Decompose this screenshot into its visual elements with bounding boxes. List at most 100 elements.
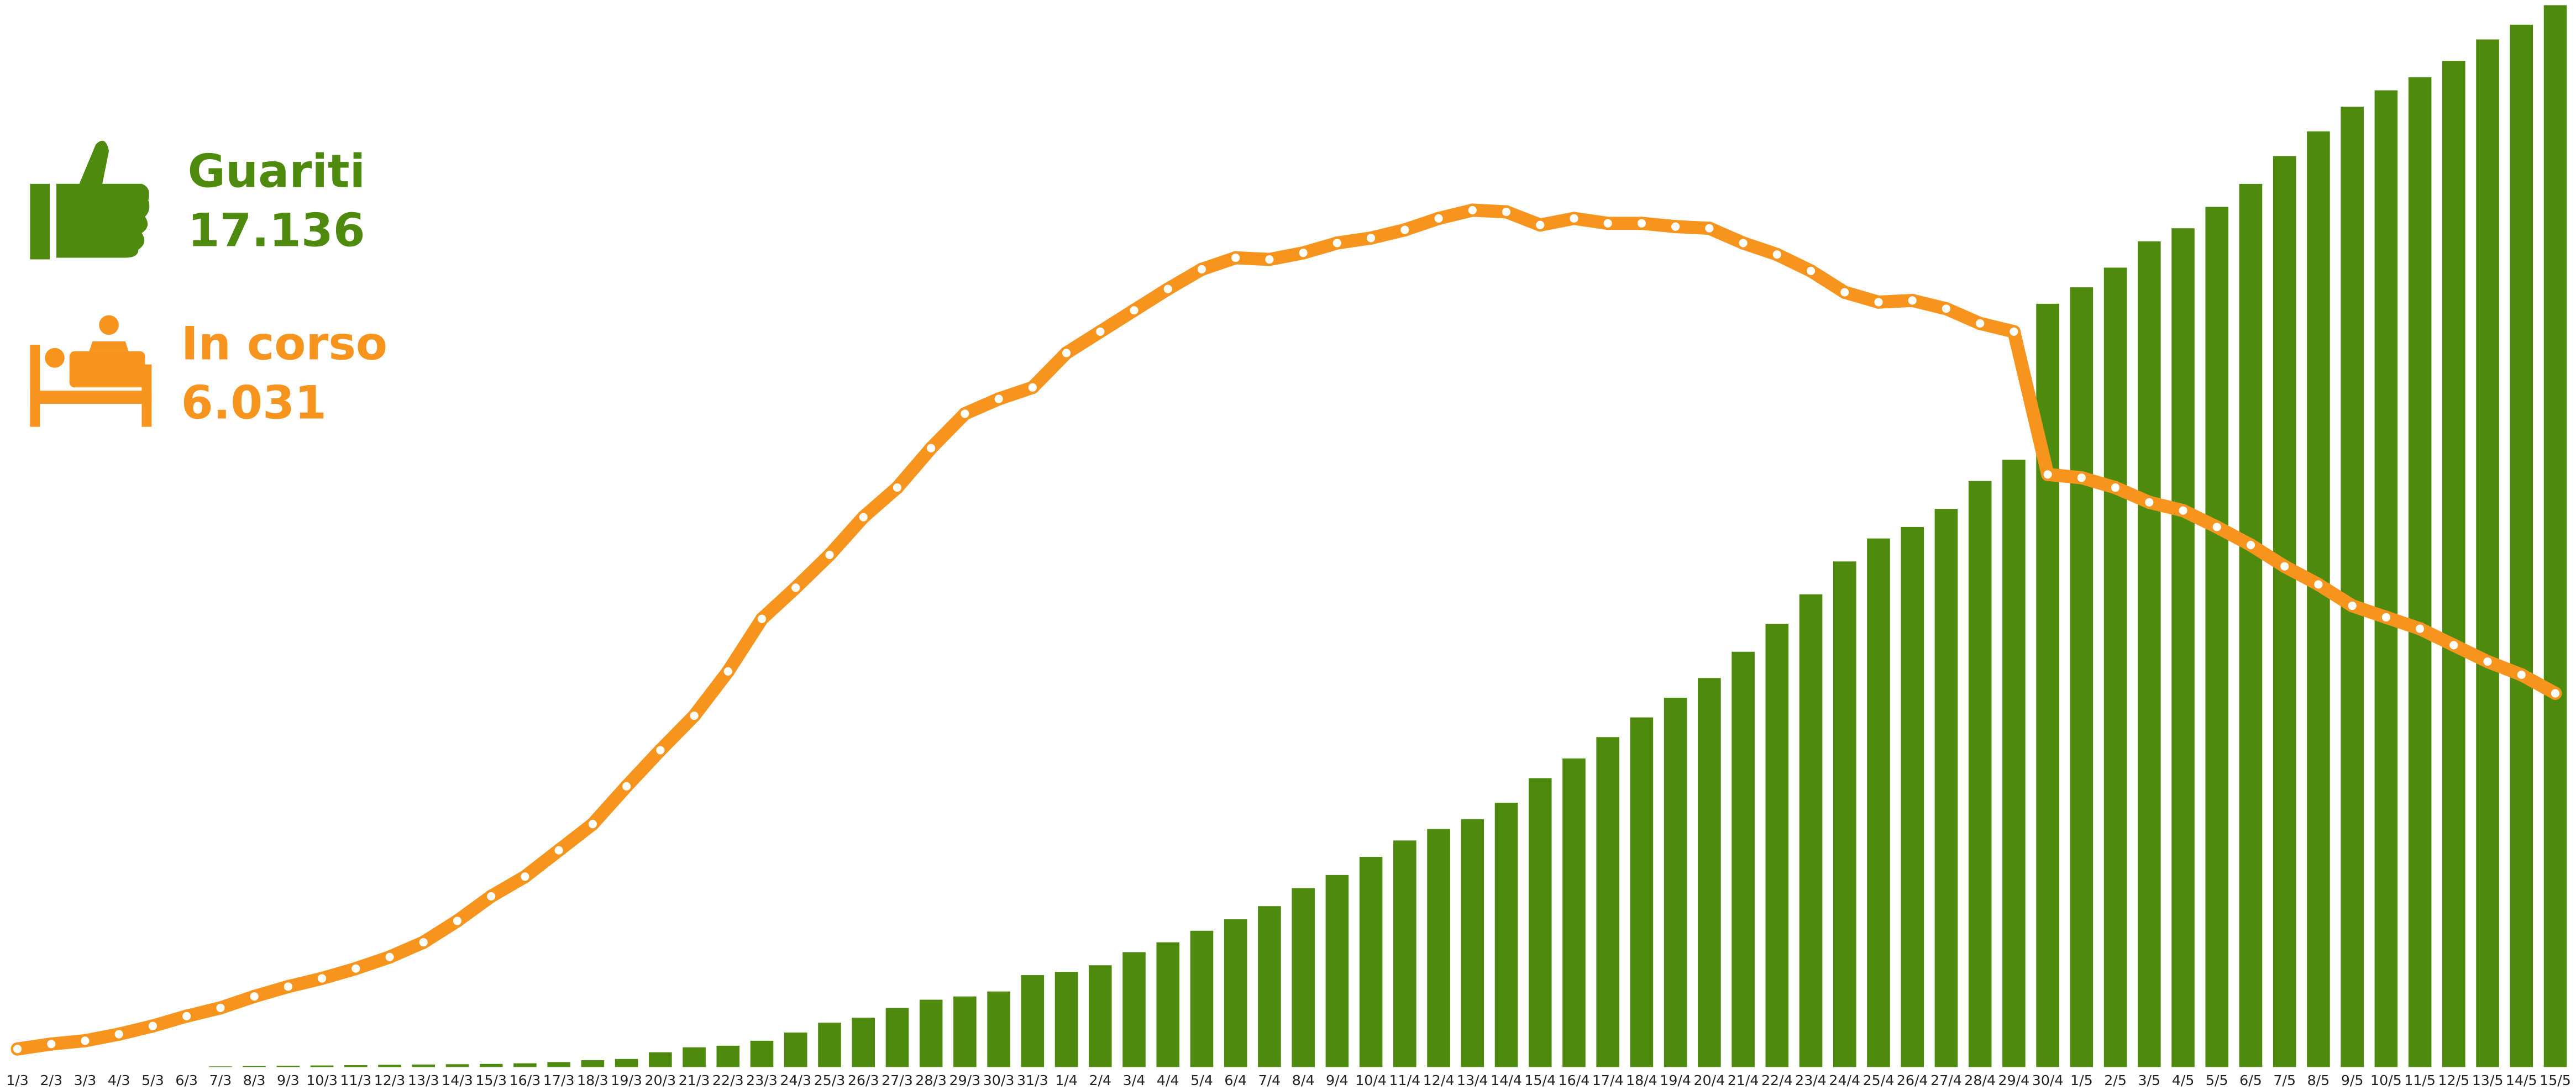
x-tick-label: 18/4	[1626, 1072, 1657, 1088]
x-tick-label: 23/3	[746, 1072, 778, 1088]
bar	[615, 1059, 638, 1067]
bar	[2205, 207, 2229, 1067]
point	[78, 1034, 92, 1047]
bar	[818, 1023, 841, 1067]
bar	[2171, 228, 2195, 1067]
bar	[784, 1033, 807, 1067]
bar	[2002, 460, 2026, 1067]
bar	[919, 999, 943, 1067]
bar	[2070, 287, 2094, 1067]
x-tick-label: 3/3	[74, 1072, 97, 1088]
point	[2548, 686, 2562, 700]
x-tick-label: 12/3	[374, 1072, 406, 1088]
point	[1398, 223, 1412, 237]
x-tick-label: 24/3	[780, 1072, 811, 1088]
point	[11, 1042, 24, 1056]
point	[1838, 286, 1851, 299]
x-tick-label: 4/3	[108, 1072, 130, 1088]
x-tick-label: 3/4	[1123, 1072, 1146, 1088]
bar	[1021, 975, 1045, 1067]
x-tick-label: 6/3	[175, 1072, 198, 1088]
x-tick-label: 10/4	[1355, 1072, 1387, 1088]
x-tick-label: 31/3	[1017, 1072, 1048, 1088]
x-tick-label: 12/5	[2438, 1072, 2469, 1088]
x-tick-label: 26/3	[848, 1072, 879, 1088]
x-tick-label: 19/3	[611, 1072, 642, 1088]
x-tick-label: 9/4	[1326, 1072, 1349, 1088]
point	[1669, 220, 1682, 234]
x-tick-label: 4/5	[2172, 1072, 2195, 1088]
bed-icon	[30, 315, 152, 427]
legend-value: 6.031	[181, 376, 327, 430]
x-tick-label: 18/3	[577, 1072, 608, 1088]
point	[992, 392, 1006, 406]
bar	[1359, 857, 1383, 1067]
point	[146, 1019, 160, 1033]
bar	[1054, 972, 1078, 1067]
x-tick-label: 22/3	[712, 1072, 744, 1088]
bar	[1325, 875, 1349, 1067]
bar	[987, 991, 1010, 1067]
bar	[243, 1066, 266, 1067]
x-tick-label: 16/3	[510, 1072, 541, 1088]
legend-name: In corso	[181, 317, 387, 371]
x-tick-label: 27/3	[882, 1072, 913, 1088]
bar	[953, 996, 977, 1067]
x-tick-label: 30/3	[983, 1072, 1015, 1088]
bar	[2408, 77, 2432, 1067]
bar	[1833, 561, 1856, 1067]
point	[349, 962, 363, 976]
x-tick-label: 10/3	[306, 1072, 338, 1088]
point	[1330, 236, 1344, 250]
point	[315, 971, 329, 986]
point	[620, 780, 633, 793]
x-tick-label: 14/3	[442, 1072, 473, 1088]
point	[450, 914, 464, 928]
bar	[1799, 594, 1823, 1067]
point	[822, 548, 837, 562]
bar	[2374, 90, 2398, 1067]
point	[1466, 203, 1480, 217]
x-tick-label: 2/3	[40, 1072, 62, 1088]
x-tick-label: 15/5	[2540, 1072, 2571, 1088]
point	[2481, 655, 2495, 668]
x-tick-label: 11/4	[1389, 1072, 1420, 1088]
x-tick-label: 29/4	[1998, 1072, 2030, 1088]
point	[112, 1027, 126, 1041]
x-tick-label: 8/4	[1292, 1072, 1315, 1088]
x-tick-label: 15/3	[475, 1072, 507, 1088]
bar	[1088, 965, 1112, 1067]
bar	[1190, 930, 1214, 1067]
point	[688, 709, 701, 723]
point	[2041, 467, 2055, 481]
bar	[1494, 803, 1518, 1067]
x-tick-label: 5/5	[2206, 1072, 2228, 1088]
point	[2311, 577, 2325, 591]
bar	[1427, 829, 1450, 1067]
x-tick-label: 14/4	[1491, 1072, 1522, 1088]
x-tick-label: 11/3	[340, 1072, 371, 1088]
point	[44, 1037, 58, 1051]
x-tick-label: 1/4	[1055, 1072, 1078, 1088]
point	[586, 817, 600, 831]
point	[1770, 248, 1784, 261]
point	[180, 1009, 193, 1023]
bar	[1596, 737, 1619, 1067]
bar	[885, 1008, 909, 1067]
point	[2142, 496, 2156, 509]
x-tick-label: 7/4	[1258, 1072, 1281, 1088]
point	[2244, 538, 2258, 552]
bar	[1528, 778, 1552, 1067]
point	[721, 665, 735, 678]
bar	[581, 1060, 605, 1067]
point	[1702, 222, 1716, 235]
point	[1499, 205, 1513, 219]
x-tick-label: 6/5	[2239, 1072, 2262, 1088]
x-tick-label: 10/5	[2370, 1072, 2402, 1088]
bar	[2341, 107, 2364, 1067]
bar	[479, 1063, 503, 1067]
point	[518, 870, 532, 883]
bar	[276, 1066, 300, 1067]
bar	[1664, 697, 1687, 1067]
point	[1906, 293, 1919, 307]
